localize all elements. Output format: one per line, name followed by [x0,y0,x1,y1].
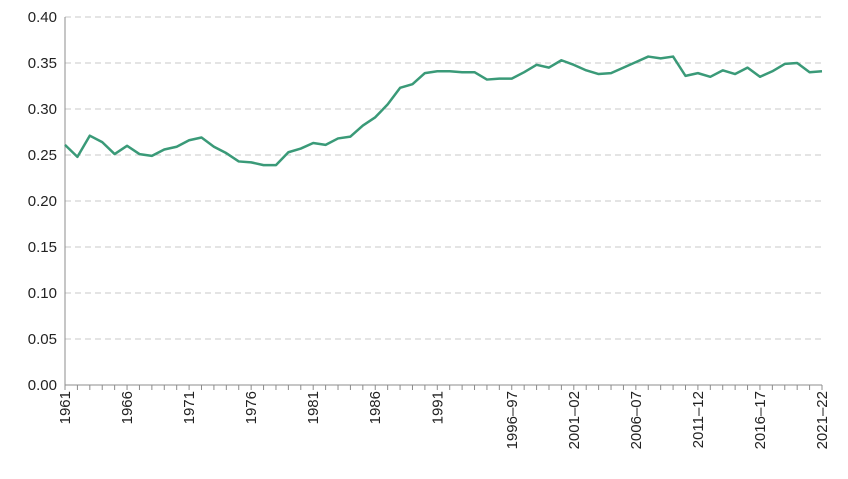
y-tick-label: 0.15 [28,239,57,256]
series-layer [64,55,823,167]
y-tick-label: 0.30 [28,101,57,118]
x-tick-label: 1966 [119,391,136,424]
x-tick-label: 1961 [57,391,74,424]
y-tick-label: 0.25 [28,147,57,164]
y-tick-label: 0.35 [28,55,57,72]
x-tick-label: 2021–22 [814,391,831,449]
x-tick-label: 1971 [181,391,198,424]
x-tick-label: 1986 [367,391,384,424]
x-tick-label: 2011–12 [690,391,707,448]
grid-lines [65,16,822,340]
y-tick-label: 0.40 [28,9,57,26]
x-tick-label: 2006–07 [628,391,645,449]
x-axis: 1961 1966 1971 1976 1981 1986 1991 1996–97 2001–… [57,384,831,449]
y-tick-label: 0.00 [28,377,57,394]
x-tick-label: 1981 [305,391,322,424]
y-tick-label: 0.10 [28,285,57,302]
y-tick-label: 0.20 [28,193,57,210]
x-tick-label: 1996–97 [504,391,521,449]
y-tick-label: 0.05 [28,331,57,348]
x-tick-label: 1991 [429,391,446,424]
series-line-0 [64,55,823,167]
y-axis: 0.00 0.05 0.10 0.15 0.20 0.25 0.30 0.35 0.40 [28,9,66,394]
x-tick-label: 2016–17 [752,391,769,449]
x-tick-label: 1976 [243,391,260,424]
x-tick-label: 2001–02 [566,391,583,449]
